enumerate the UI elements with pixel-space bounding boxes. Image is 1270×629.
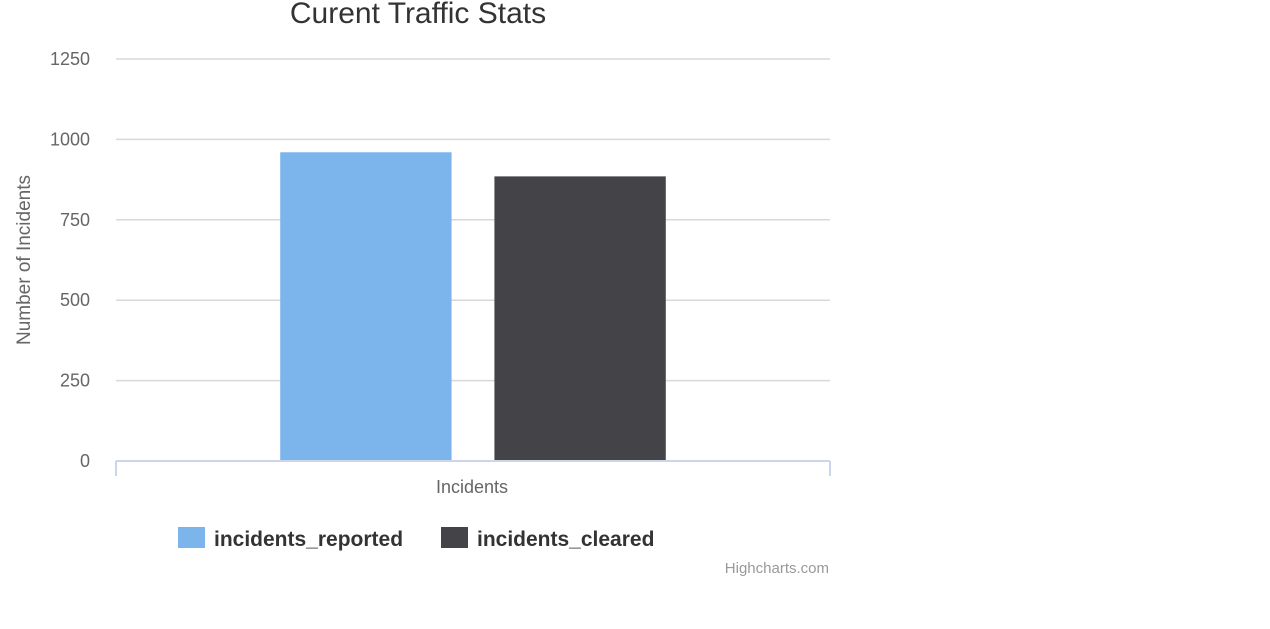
bar-incidents-cleared[interactable] <box>494 176 666 461</box>
y-tick-label: 500 <box>60 290 90 310</box>
bars <box>280 152 666 461</box>
y-tick-label: 1000 <box>50 129 90 149</box>
y-axis-title: Number of Incidents <box>14 175 35 345</box>
legend-item-incidents-cleared[interactable]: incidents_cleared <box>441 527 654 551</box>
legend-label: incidents_reported <box>214 528 403 551</box>
y-tick-labels: 0 250 500 750 1000 1250 <box>50 49 90 471</box>
bar-incidents-reported[interactable] <box>280 152 452 461</box>
gridlines <box>116 58 830 382</box>
legend-item-incidents-reported[interactable]: incidents_reported <box>178 527 403 551</box>
y-tick-label: 0 <box>80 451 90 471</box>
legend-label: incidents_cleared <box>477 528 654 551</box>
y-tick-label: 750 <box>60 210 90 230</box>
legend-swatch <box>441 527 468 548</box>
y-tick-label: 250 <box>60 371 90 391</box>
legend: incidents_reported incidents_cleared <box>178 527 654 551</box>
credits-link[interactable]: Highcharts.com <box>725 560 829 577</box>
x-tick-label: Incidents <box>436 477 508 497</box>
legend-swatch <box>178 527 205 548</box>
x-axis: Incidents <box>115 460 831 497</box>
chart-title: Curent Traffic Stats <box>290 0 546 30</box>
y-tick-label: 1250 <box>50 49 90 69</box>
